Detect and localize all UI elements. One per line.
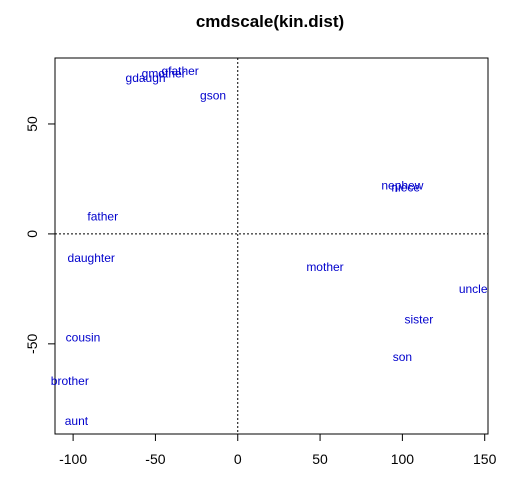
x-axis: -100 -50 0 50 100 150: [59, 434, 497, 467]
x-tick-label: 150: [473, 451, 497, 467]
point-label-gmother: gmother: [142, 66, 186, 80]
point-label-nephew: nephew: [381, 179, 423, 193]
x-tick-label: -100: [59, 451, 87, 467]
y-tick-label: -50: [24, 334, 40, 354]
point-label-sister: sister: [405, 313, 434, 327]
point-label-niece: niece: [391, 181, 420, 195]
x-tick-label: -50: [145, 451, 165, 467]
point-label-brother: brother: [51, 374, 89, 388]
chart-title: cmdscale(kin.dist): [196, 12, 344, 31]
x-tick-label: 50: [312, 451, 328, 467]
x-tick-label: 100: [391, 451, 415, 467]
x-tick-label: 0: [234, 451, 242, 467]
point-label-daughter: daughter: [68, 251, 115, 265]
point-label-aunt: aunt: [65, 414, 89, 428]
point-label-uncle: uncle: [459, 282, 488, 296]
point-label-cousin: cousin: [66, 330, 101, 344]
point-label-son: son: [393, 350, 412, 364]
plot-frame: [54, 57, 489, 435]
point-label-father: father: [87, 209, 118, 223]
point-label-gfather: gfather: [161, 64, 198, 78]
y-tick-label: 50: [24, 116, 40, 132]
point-label-gson: gson: [200, 88, 226, 102]
reference-lines: [55, 58, 488, 434]
y-axis: -50 0 50: [24, 116, 55, 354]
y-tick-label: 0: [24, 230, 40, 238]
point-label-mother: mother: [306, 260, 343, 274]
point-label-gdaugh: gdaugh: [126, 71, 166, 85]
